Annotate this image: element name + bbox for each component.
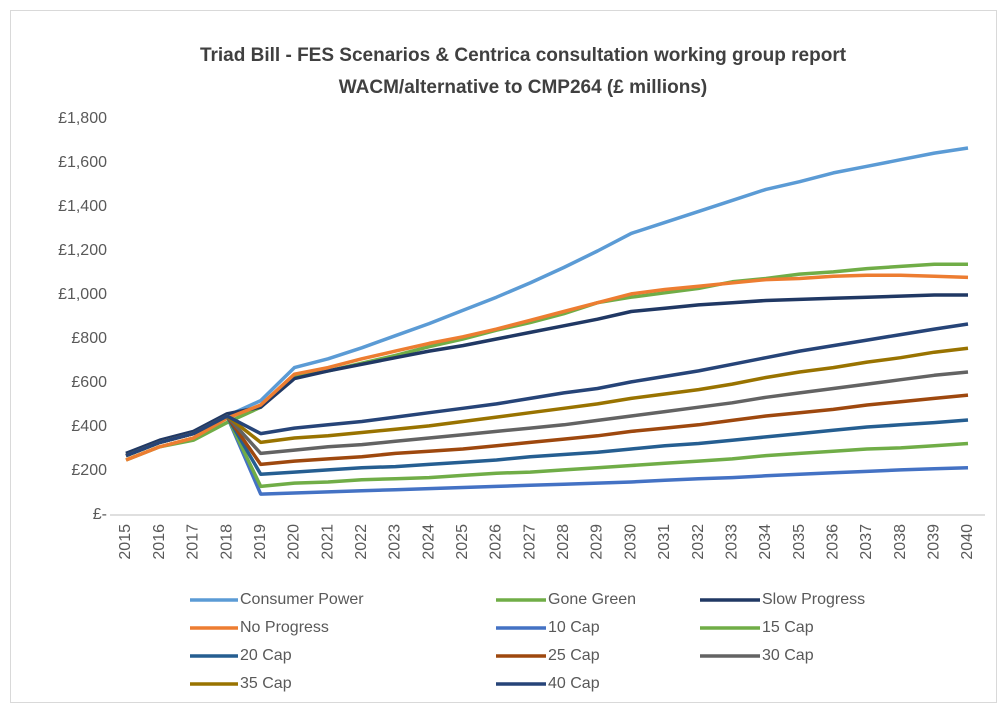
series-line	[125, 346, 969, 458]
x-tick-label: 2035	[791, 524, 808, 560]
x-tick-label: 2032	[690, 524, 707, 560]
series-line	[125, 414, 969, 477]
y-tick-label: £600	[71, 374, 107, 391]
legend-label: 30 Cap	[762, 647, 814, 664]
y-tick-label: £1,600	[58, 154, 107, 171]
legend-label: No Progress	[240, 619, 329, 636]
x-tick-label: 2031	[656, 524, 673, 560]
x-tick-label: 2029	[589, 524, 606, 560]
y-tick-label: £400	[71, 418, 107, 435]
x-tick-label: 2039	[926, 524, 943, 560]
series-line	[125, 414, 969, 489]
x-tick-label: 2038	[892, 524, 909, 560]
chart-subtitle: WACM/alternative to CMP264 (£ millions)	[339, 77, 707, 98]
series-line	[125, 414, 969, 496]
y-tick-label: £1,200	[58, 242, 107, 259]
x-tick-label: 2027	[521, 524, 538, 560]
y-tick-label: £-	[93, 506, 107, 523]
x-tick-label: 2018	[218, 524, 235, 560]
x-tick-label: 2016	[151, 524, 168, 560]
x-tick-label: 2037	[858, 524, 875, 560]
x-tick-label: 2026	[488, 524, 505, 560]
legend-label: 15 Cap	[762, 619, 814, 636]
series-line	[125, 322, 969, 458]
x-tick-label: 2034	[757, 524, 774, 560]
series-line	[125, 293, 968, 456]
legend-label: Gone Green	[548, 591, 636, 608]
legend-label: 10 Cap	[548, 619, 600, 636]
x-tick-label: 2036	[824, 524, 841, 560]
x-tick-label: 2021	[319, 524, 336, 560]
chart-border	[10, 10, 997, 703]
series-line	[125, 273, 969, 462]
y-tick-label: £1,400	[58, 198, 107, 215]
legend-label: 35 Cap	[240, 675, 292, 692]
legend-label: 25 Cap	[548, 647, 600, 664]
x-tick-label: 2024	[420, 524, 437, 560]
y-tick-label: £1,000	[58, 286, 107, 303]
legend-label: 40 Cap	[548, 675, 600, 692]
legend-label: 20 Cap	[240, 647, 292, 664]
y-tick-label: £200	[71, 462, 107, 479]
legend-label: Consumer Power	[240, 591, 364, 608]
x-tick-label: 2019	[252, 524, 269, 560]
x-tick-label: 2028	[555, 524, 572, 560]
legend-label: Slow Progress	[762, 591, 865, 608]
y-tick-label: £800	[71, 330, 107, 347]
x-tick-label: 2033	[723, 524, 740, 560]
series-line	[125, 370, 969, 458]
x-tick-label: 2040	[959, 524, 976, 560]
y-tick-label: £1,800	[58, 110, 107, 127]
x-tick-label: 2022	[353, 524, 370, 560]
series-line	[125, 146, 969, 456]
x-tick-label: 2025	[454, 524, 471, 560]
x-tick-label: 2015	[117, 524, 134, 560]
x-tick-label: 2030	[622, 524, 639, 560]
x-tick-label: 2020	[286, 524, 303, 560]
x-tick-label: 2023	[387, 524, 404, 560]
chart-title: Triad Bill - FES Scenarios & Centrica co…	[200, 45, 847, 66]
x-tick-label: 2017	[185, 524, 202, 560]
series-line	[125, 393, 969, 467]
